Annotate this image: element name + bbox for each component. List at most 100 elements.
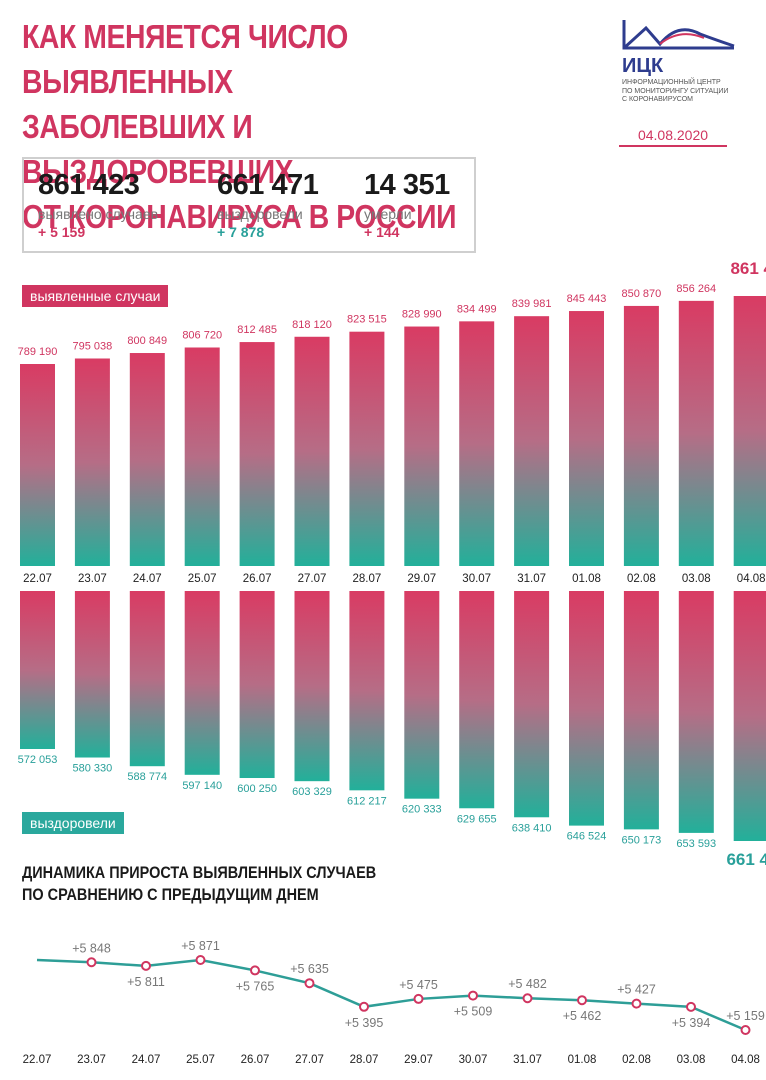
growth-line-chart: +5 848 +5 811 +5 871 +5 765 +5 635 +5 395 +5 4… <box>23 939 765 1066</box>
recovered-bar <box>404 591 440 799</box>
cases-value-label: 795 038 <box>73 340 113 352</box>
recovered-value-label: 572 053 <box>18 754 58 766</box>
cases-bar <box>678 300 714 566</box>
recovered-value-label: 597 140 <box>182 780 222 792</box>
growth-value-label: +5 159 <box>726 1009 765 1023</box>
logo-subtitle: ИНФОРМАЦИОННЫЙ ЦЕНТР ПО МОНИТОРИНГУ СИТУ… <box>622 79 742 105</box>
title-line-2: ЗАБОЛЕВШИХ И ВЫЗДОРОВЕВШИХ <box>22 108 294 190</box>
kpi-recovered-label: выздоровели <box>217 206 303 222</box>
cases-value-label: 845 443 <box>567 293 607 305</box>
cases-bar <box>20 364 55 566</box>
cases-bar <box>569 311 604 566</box>
growth-value-label: +5 394 <box>672 1016 711 1030</box>
bar-date-label: 28.07 <box>353 573 382 585</box>
recovered-value-label: 580 330 <box>73 763 113 775</box>
cases-bar <box>294 336 330 566</box>
recovered-value-label: 612 217 <box>347 795 387 807</box>
growth-point <box>740 1025 751 1035</box>
logo-name: ИЦК <box>622 55 664 77</box>
cases-value-label: 861 423 <box>730 259 766 278</box>
recovered-bar <box>129 591 165 767</box>
cases-value-label: 806 720 <box>182 329 222 341</box>
growth-value-label: +5 848 <box>72 941 111 955</box>
recovered-value-label: 603 329 <box>292 786 332 798</box>
growth-value-label: +5 635 <box>290 962 329 976</box>
growth-point <box>359 1001 369 1012</box>
cases-bar <box>623 305 659 566</box>
cases-bar <box>514 316 550 566</box>
growth-point <box>141 960 151 971</box>
growth-point <box>304 978 315 989</box>
growth-point <box>250 965 260 976</box>
bar-date-label: 03.08 <box>682 573 711 585</box>
recovered-value-label: 620 333 <box>402 804 442 816</box>
dynamics-title-line-1: ДИНАМИКА ПРИРОСТА ВЫЯВЛЕННЫХ СЛУЧАЕВ <box>22 863 377 882</box>
recovered-bar <box>239 591 275 779</box>
bar-date-label: 25.07 <box>188 573 217 585</box>
cases-value-label: 856 264 <box>676 283 716 295</box>
cases-value-label: 800 849 <box>127 335 167 347</box>
growth-value-label: +5 811 <box>127 975 165 989</box>
recovered-bar <box>349 591 385 791</box>
bar-date-labels: 22.07 23.07 24.07 25.07 26.07 27.07 28.07 29.07… <box>23 573 765 585</box>
recovered-value-label: 661 471 <box>726 850 766 869</box>
recovered-bar <box>514 591 550 818</box>
cases-value-label: 834 499 <box>457 303 497 315</box>
growth-date-label: 27.07 <box>295 1054 324 1066</box>
logo-sub-line-1: ИНФОРМАЦИОННЫЙ ЦЕНТР <box>622 79 721 86</box>
bar-date-label: 04.08 <box>737 573 766 585</box>
recovered-bar-chart: 572 053 580 330 588 774 597 140 600 250 603 3… <box>18 591 766 869</box>
growth-value-label: +5 765 <box>236 979 275 993</box>
recovered-bar <box>623 591 659 830</box>
kpi-deaths-label: умерли <box>364 206 412 222</box>
kpi-deaths: 14 351 умерли + 144 <box>364 169 450 240</box>
recovered-bar <box>733 591 766 841</box>
cases-value-label: 850 870 <box>622 288 662 300</box>
growth-date-label: 01.08 <box>568 1054 597 1066</box>
cases-bar <box>129 353 165 566</box>
recovered-bar <box>184 591 220 775</box>
cases-bar <box>184 347 220 566</box>
growth-line <box>36 958 746 1032</box>
kpi-cases-label: выявлено случаев <box>38 206 159 222</box>
recovered-value-label: 653 593 <box>676 838 716 850</box>
cases-bar <box>404 326 440 566</box>
bar-date-label: 31.07 <box>517 573 546 585</box>
kpi-cases-delta: + 5 159 <box>38 224 86 240</box>
bar-date-label: 22.07 <box>23 573 52 585</box>
growth-date-label: 28.07 <box>350 1054 379 1066</box>
page-title: КАК МЕНЯЕТСЯ ЧИСЛО ВЫЯВЛЕННЫХ ЗАБОЛЕВШИХ… <box>22 14 504 239</box>
title-line-1: КАК МЕНЯЕТСЯ ЧИСЛО ВЫЯВЛЕННЫХ <box>22 18 348 100</box>
cases-series-tag: выявленные случаи <box>22 285 169 307</box>
recovered-series-tag: выздоровели <box>22 812 124 834</box>
cases-value-label: 828 990 <box>402 309 442 321</box>
bar-date-label: 24.07 <box>133 573 162 585</box>
bar-date-label: 30.07 <box>462 573 491 585</box>
cases-bar <box>349 331 385 566</box>
growth-point <box>468 990 478 1001</box>
recovered-bar <box>678 591 714 833</box>
dynamics-title-line-2: ПО СРАВНЕНИЮ С ПРЕДЫДУЩИМ ДНЕМ <box>22 885 319 904</box>
logo: ИЦК ИНФОРМАЦИОННЫЙ ЦЕНТР ПО МОНИТОРИНГУ … <box>620 18 745 105</box>
cases-value-label: 839 981 <box>512 298 552 310</box>
cases-value-label: 823 515 <box>347 314 387 326</box>
recovered-value-label: 650 173 <box>622 834 662 846</box>
cases-bar <box>239 342 275 566</box>
kpi-cases: 861 423 выявлено случаев + 5 159 <box>38 169 158 240</box>
dynamics-title: ДИНАМИКА ПРИРОСТА ВЫЯВЛЕННЫХ СЛУЧАЕВ ПО … <box>22 862 376 906</box>
growth-value-label: +5 475 <box>399 978 438 992</box>
bar-date-label: 27.07 <box>298 573 327 585</box>
logo-sub-line-3: С КОРОНАВИРУСОМ <box>622 96 693 103</box>
growth-date-label: 04.08 <box>731 1054 760 1066</box>
kpi-recovered: 661 471 выздоровели + 7 878 <box>217 169 319 240</box>
bar-date-label: 01.08 <box>572 573 601 585</box>
growth-value-label: +5 427 <box>617 983 656 997</box>
growth-point <box>686 1001 696 1012</box>
logo-mountain-icon <box>622 20 735 50</box>
recovered-value-label: 646 524 <box>567 831 607 843</box>
cases-value-label: 818 120 <box>292 319 332 331</box>
logo-sub-line-2: ПО МОНИТОРИНГУ СИТУАЦИИ <box>622 87 729 95</box>
recovered-bar <box>294 591 330 782</box>
growth-date-label: 23.07 <box>77 1054 106 1066</box>
cases-bar <box>459 321 495 566</box>
